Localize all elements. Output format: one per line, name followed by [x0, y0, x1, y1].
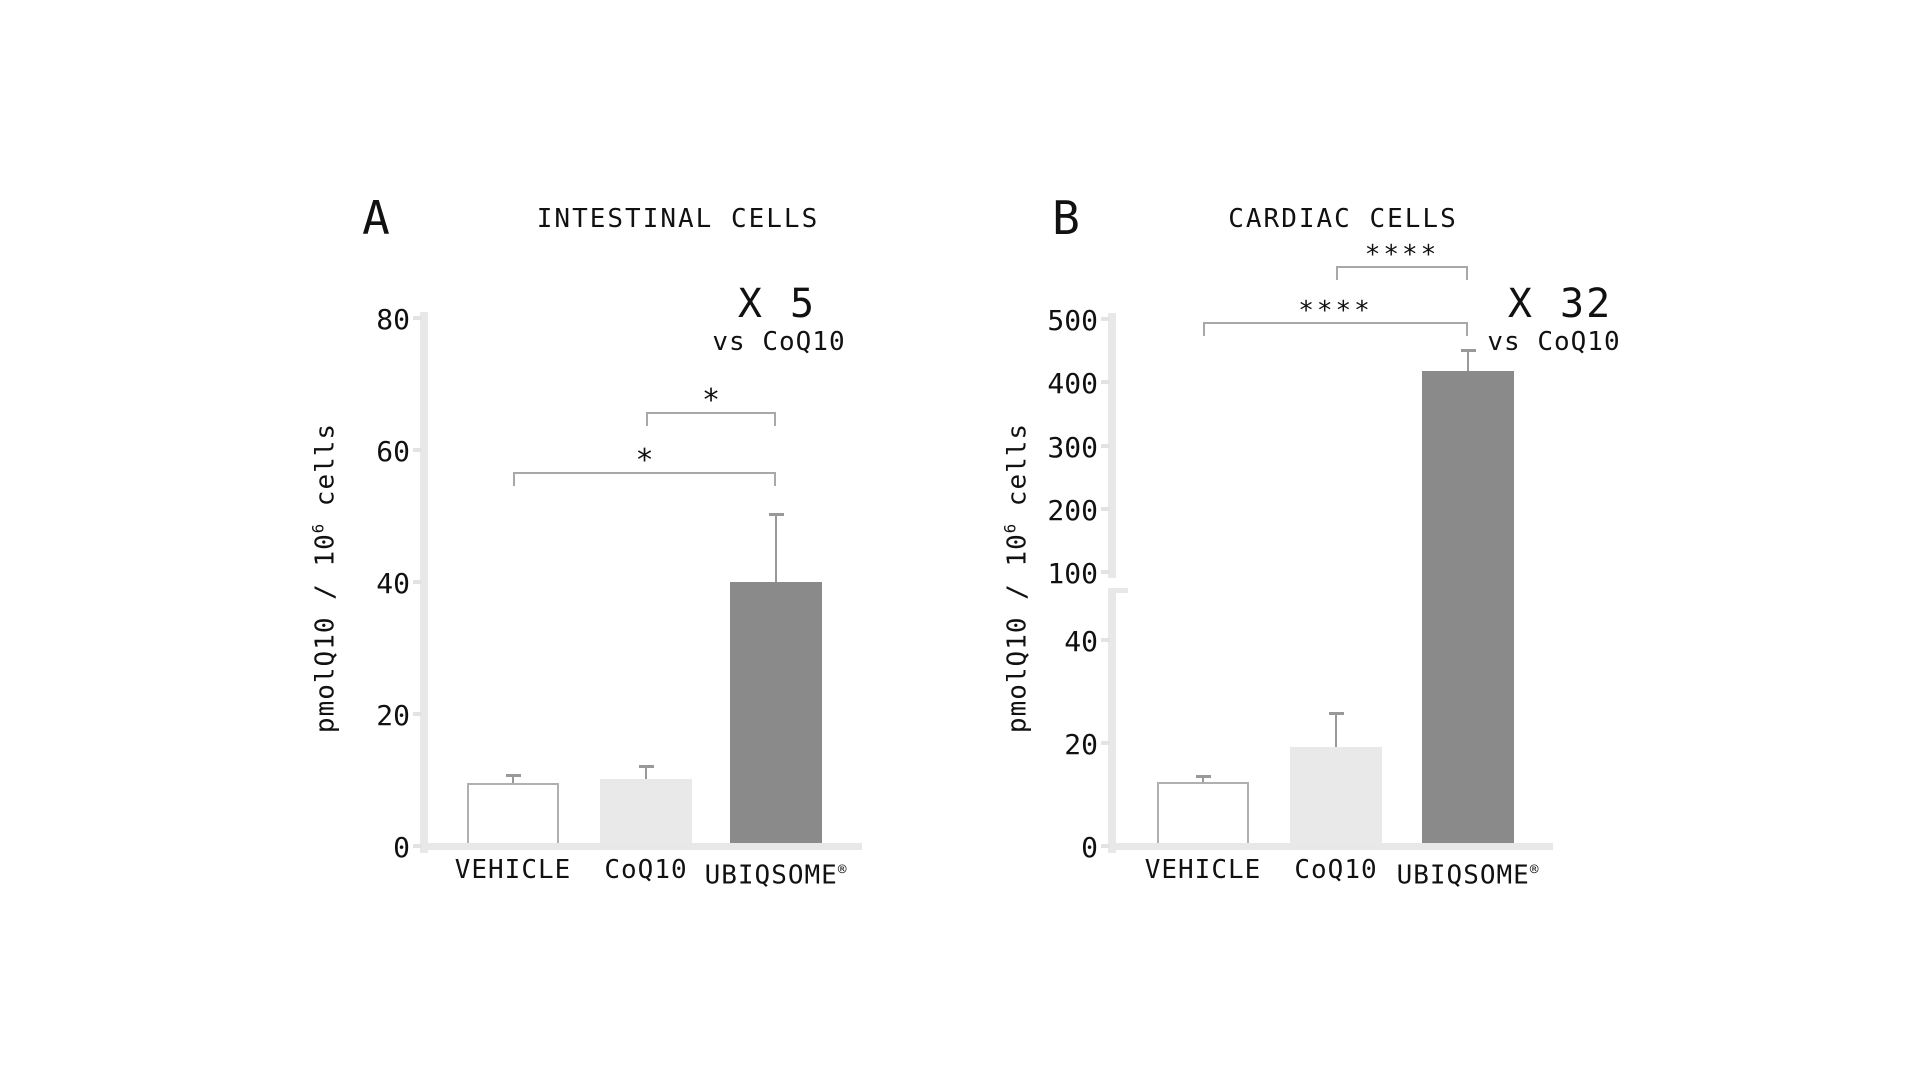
x-axis — [1108, 843, 1553, 850]
panel-b-title: CARDIAC CELLS — [1228, 204, 1458, 234]
panel-b-label: B — [1052, 191, 1080, 245]
y-tick-label: 300 — [1047, 430, 1098, 464]
error-bar-cap — [768, 512, 784, 516]
y-tick — [1101, 638, 1110, 642]
y-axis — [1108, 588, 1116, 853]
y-tick — [1101, 506, 1110, 511]
y-tick — [413, 580, 422, 584]
bar-CoQ10 — [1290, 747, 1382, 850]
significance-stars: * — [635, 443, 654, 478]
y-tick-label: 80 — [376, 303, 410, 336]
y-tick — [413, 316, 422, 320]
significance-bracket — [1336, 266, 1468, 280]
significance-bracket — [513, 472, 776, 486]
y-axis — [1108, 313, 1116, 578]
y-tick — [1101, 844, 1110, 848]
registered-trademark-mark: ® — [837, 862, 848, 878]
category-label-text: UBIQSOME — [1396, 860, 1530, 891]
bar-UBIQSOME — [1422, 370, 1514, 850]
panel-a-title: INTESTINAL CELLS — [536, 204, 820, 234]
error-bar-stem — [1202, 776, 1204, 783]
significance-stars: **** — [1364, 240, 1440, 270]
category-label: UBIQSOME® — [1397, 857, 1540, 889]
bar-UBIQSOME — [730, 582, 822, 850]
error-bar-stem — [775, 514, 777, 582]
category-label: VEHICLE — [454, 855, 572, 885]
significance-stars: **** — [1298, 296, 1373, 326]
y-tick — [1101, 443, 1110, 448]
y-tick — [1101, 380, 1110, 385]
significance-bracket — [1203, 322, 1468, 336]
bar-VEHICLE — [1157, 782, 1249, 850]
error-bar-stem — [512, 776, 514, 783]
significance-bracket — [646, 412, 776, 426]
registered-trademark-mark: ® — [1529, 862, 1540, 878]
category-label-text: UBIQSOME — [704, 860, 838, 891]
y-tick-label: 20 — [376, 699, 410, 732]
y-axis-label-superscript: 6 — [309, 522, 328, 534]
y-tick-label: 500 — [1047, 304, 1098, 337]
y-tick-label: 40 — [376, 567, 410, 600]
panel-a-fold-change-value: X 5 — [737, 281, 817, 327]
error-bar-cap — [1195, 774, 1211, 778]
y-tick — [1101, 570, 1110, 574]
y-tick-label: 0 — [393, 831, 410, 864]
y-axis — [420, 312, 428, 853]
error-bar-cap — [1328, 712, 1344, 716]
category-label: CoQ10 — [604, 855, 688, 885]
x-axis — [420, 843, 862, 850]
y-tick-label: 60 — [376, 435, 410, 468]
panel-a-label: A — [362, 191, 390, 245]
category-label: CoQ10 — [1294, 855, 1378, 885]
y-tick — [1101, 741, 1110, 745]
panel-a-fold-change-reference: vs CoQ10 — [712, 327, 846, 357]
y-tick — [1101, 317, 1110, 321]
category-label: VEHICLE — [1144, 855, 1262, 885]
error-bar-cap — [1460, 348, 1476, 352]
y-tick-label: 40 — [1064, 625, 1098, 658]
y-tick-label: 200 — [1047, 493, 1098, 527]
bar-CoQ10 — [600, 778, 692, 850]
y-tick-label: 400 — [1047, 367, 1098, 401]
category-label: UBIQSOME® — [705, 857, 848, 889]
panel-b-fold-change-reference: vs CoQ10 — [1487, 327, 1621, 357]
y-tick-label: 0 — [1081, 831, 1098, 864]
y-tick — [413, 844, 422, 848]
significance-stars: * — [701, 383, 721, 418]
error-bar-stem — [645, 767, 647, 779]
y-tick — [413, 448, 422, 452]
y-tick — [413, 712, 422, 716]
y-tick-label: 20 — [1064, 728, 1098, 761]
error-bar-cap — [505, 774, 521, 778]
y-tick-label: 100 — [1047, 557, 1098, 590]
error-bar-cap — [638, 765, 654, 769]
axis-break-marker — [1108, 588, 1128, 593]
error-bar-stem — [1467, 350, 1469, 371]
panel-b-fold-change-value: X 32 — [1507, 281, 1613, 327]
error-bar-stem — [1335, 714, 1337, 748]
bar-VEHICLE — [467, 782, 559, 850]
